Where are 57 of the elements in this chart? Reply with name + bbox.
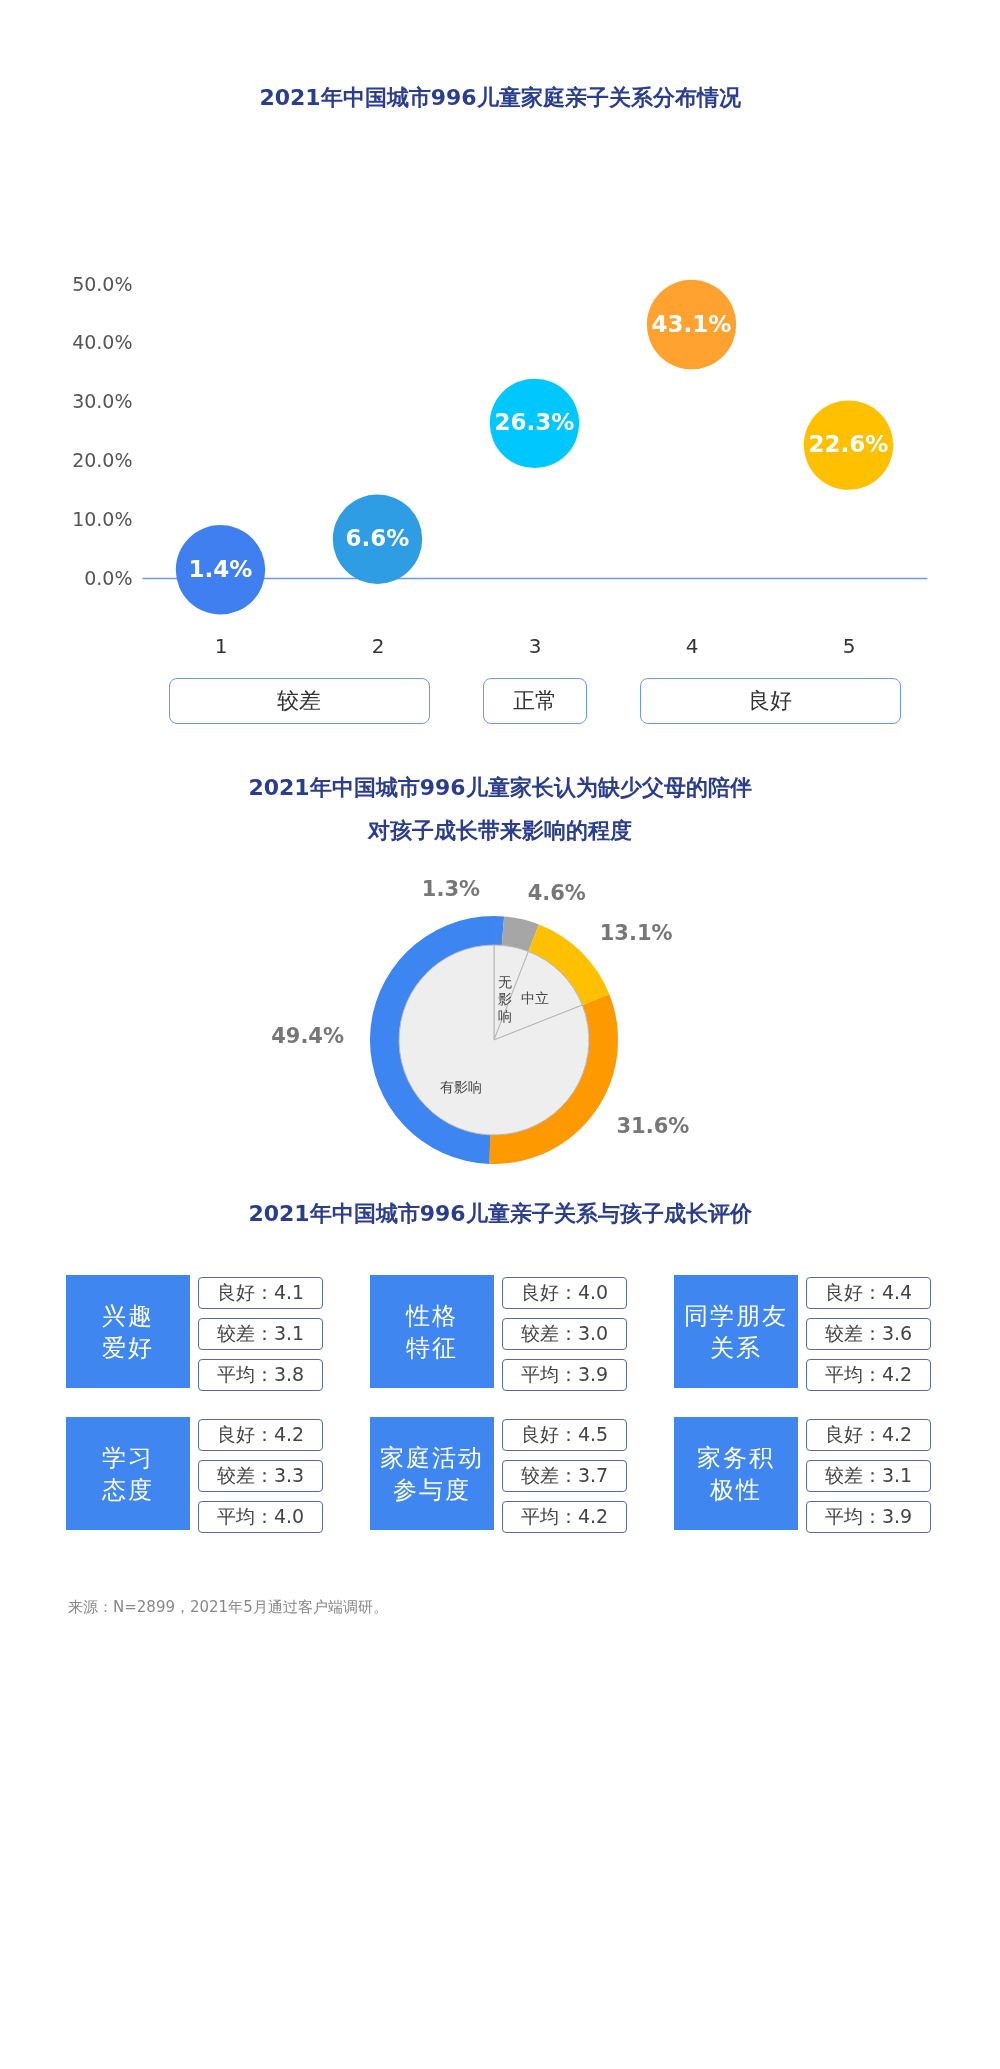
category-label: 家务积极性 — [696, 1442, 776, 1506]
text: 良好 — [639, 678, 901, 724]
data-label: 13.1% — [599, 920, 673, 945]
text: 较差：3.0 — [502, 1318, 627, 1350]
text: 正常 — [482, 678, 587, 724]
category-label: 同学朋友关系 — [683, 1300, 789, 1364]
slice-label: 中立 — [520, 989, 549, 1006]
x-tick-label: 1 — [214, 633, 228, 658]
pie-slice — [398, 944, 590, 1136]
text: 良好：4.4 — [806, 1277, 931, 1309]
slice-label: 无影响 — [497, 973, 512, 1024]
chart-title: 2021年中国城市996儿童家长认为缺少父母的陪伴对孩子成长带来影响的程度 — [247, 774, 753, 845]
x-tick-label: 3 — [528, 633, 542, 658]
category-label: 家庭活动参与度 — [379, 1442, 485, 1506]
data-label: 22.6% — [808, 431, 889, 458]
data-label: 31.6% — [616, 1113, 690, 1138]
text: 平均：3.8 — [198, 1359, 323, 1391]
data-label: 26.3% — [494, 409, 575, 436]
text: 良好：4.0 — [502, 1277, 627, 1309]
x-tick-label: 2 — [371, 633, 385, 658]
source-note: 来源：N=2899，2021年5月通过客户端调研。 — [68, 1598, 388, 1617]
y-tick-label: 0.0% — [84, 566, 133, 589]
text: 较差：3.1 — [806, 1460, 931, 1492]
data-label: 1.3% — [421, 877, 481, 902]
y-tick-label: 10.0% — [72, 507, 133, 530]
category-label: 性格特征 — [404, 1300, 459, 1364]
text: 平均：4.2 — [502, 1501, 627, 1533]
slice-label: 有影响 — [440, 1078, 483, 1095]
text: 平均：4.0 — [198, 1501, 323, 1533]
y-tick-label: 40.0% — [72, 331, 133, 354]
data-label: 4.6% — [527, 880, 586, 905]
text: 较差：3.1 — [198, 1318, 323, 1350]
y-tick-label: 30.0% — [72, 390, 133, 413]
x-tick-label: 5 — [842, 633, 856, 658]
text: 良好：4.2 — [198, 1419, 323, 1451]
data-label: 6.6% — [345, 525, 410, 552]
text: 平均：3.9 — [806, 1501, 931, 1533]
category-label: 学习态度 — [101, 1442, 155, 1506]
donut-slice — [501, 916, 539, 952]
category-label: 兴趣爱好 — [101, 1300, 155, 1364]
text: 较差 — [168, 678, 430, 724]
text: 2021年中国城市996儿童亲子关系与孩子成长评价 — [247, 1200, 753, 1228]
text: 较差：3.3 — [198, 1460, 323, 1492]
text: 良好：4.2 — [806, 1419, 931, 1451]
text: 平均：3.9 — [502, 1359, 627, 1391]
text: 良好：4.5 — [502, 1419, 627, 1451]
x-tick-label: 4 — [685, 633, 699, 658]
text: 平均：4.2 — [806, 1359, 931, 1391]
chart-title: 2021年中国城市996儿童家庭亲子关系分布情况 — [258, 84, 742, 112]
text: 较差：3.7 — [502, 1460, 627, 1492]
data-label: 49.4% — [271, 1024, 345, 1049]
text: 较差：3.6 — [806, 1318, 931, 1350]
y-tick-label: 50.0% — [72, 272, 133, 295]
data-label: 43.1% — [651, 310, 732, 337]
data-label: 1.4% — [188, 555, 253, 582]
y-tick-label: 20.0% — [72, 448, 133, 471]
text: 良好：4.1 — [198, 1277, 323, 1309]
